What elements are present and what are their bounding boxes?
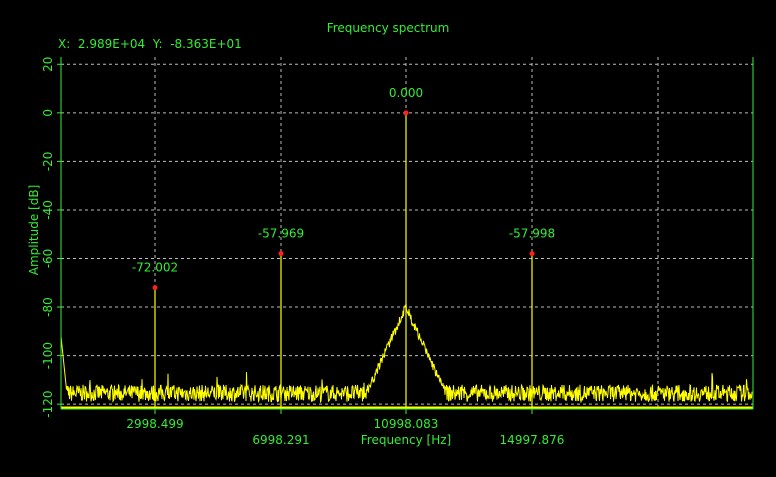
x-tick-label: 10998.083 xyxy=(374,417,439,431)
x-tick-label: 2998.499 xyxy=(126,417,183,431)
peak-marker xyxy=(152,285,158,291)
peak-marker xyxy=(529,251,535,257)
peak-markers: -72.002 -57.969 0.000 -57.998 xyxy=(132,86,555,291)
y-tick-label: -80 xyxy=(41,297,55,317)
y-tick-label: -120 xyxy=(41,391,55,418)
x-axis-title: Frequency [Hz] xyxy=(361,433,452,447)
peak-label: -57.998 xyxy=(509,227,555,241)
y-tick-label: -60 xyxy=(41,249,55,269)
y-tick-label: 0 xyxy=(41,109,55,117)
peak-marker xyxy=(278,251,284,257)
spectrum-trace xyxy=(60,112,753,410)
y-tick-label: -40 xyxy=(41,200,55,220)
cursor-readout: X: 2.989E+04 Y: -8.363E+01 xyxy=(58,37,242,51)
peak-label: -57.969 xyxy=(258,227,304,241)
peak-label: -72.002 xyxy=(132,261,178,275)
peak-label: 0.000 xyxy=(389,86,423,100)
x-tick-label: 6998.291 xyxy=(252,433,309,447)
x-tick-label: 14997.876 xyxy=(500,433,565,447)
peak-marker xyxy=(403,110,409,116)
chart-title: Frequency spectrum xyxy=(327,21,450,35)
axes: 20 0 -20 -40 -60 -80 -100 -120 2998.499 6998.291 1… xyxy=(41,57,754,447)
y-tick-label: 20 xyxy=(41,57,55,72)
y-axis-title: Amplitude [dB] xyxy=(27,185,41,276)
grid-lines xyxy=(61,57,753,409)
y-tick-label: -20 xyxy=(41,152,55,172)
y-tick-label: -100 xyxy=(41,342,55,369)
